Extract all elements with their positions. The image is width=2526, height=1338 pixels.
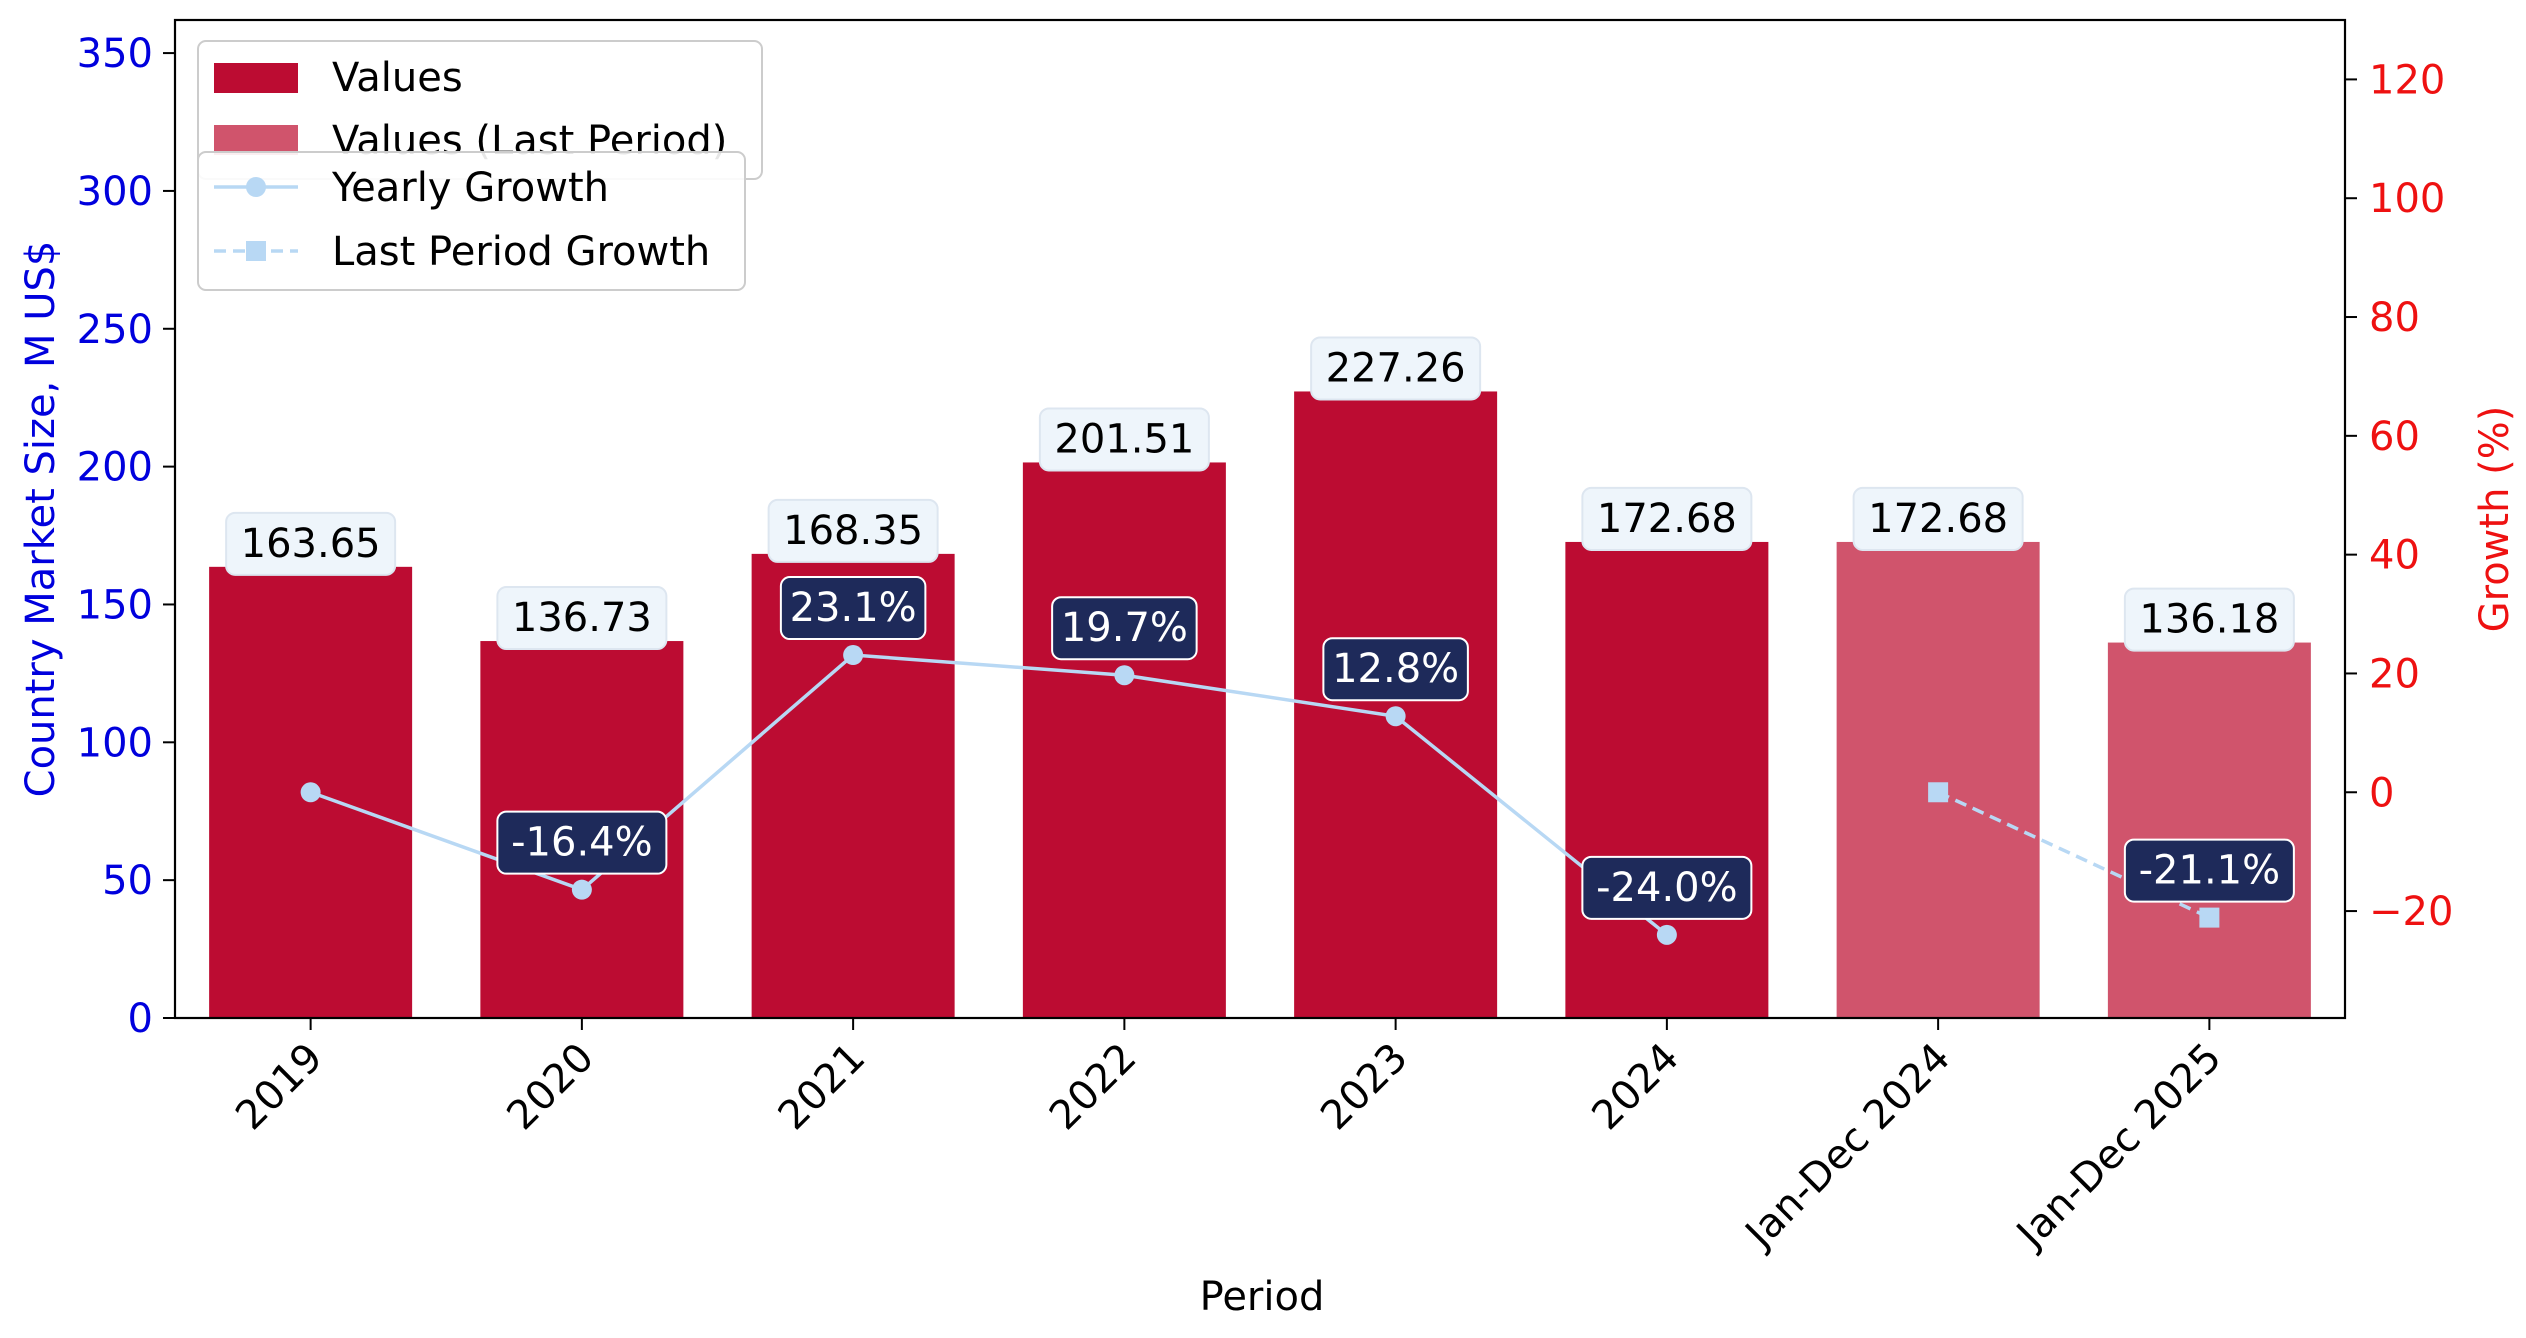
growth-label-5: -24.0% <box>1581 855 1753 920</box>
bar-value-label-6: 172.68 <box>1852 486 2024 551</box>
right-tick-label-1: 0 <box>2369 770 2394 816</box>
bar-value-label-7: 136.18 <box>2123 587 2295 652</box>
data-labels-layer: 163.65 136.73 168.35 201.51 227.26 172.68 172.… <box>225 336 2295 920</box>
legend-bars: Values Values (Last Period) <box>197 40 763 180</box>
bar-3 <box>1022 462 1226 1019</box>
x-tick-label-0: 2019 <box>227 1035 332 1140</box>
bar-value-label-5-text: 172.68 <box>1597 496 1737 542</box>
x-tick-label-5: 2024 <box>1583 1035 1688 1140</box>
legend-lines-frame <box>197 151 746 291</box>
growth-label-3-box <box>1051 596 1198 661</box>
bar-value-label-0: 163.65 <box>225 511 397 576</box>
bar-value-label-0-text: 163.65 <box>241 521 381 567</box>
x-tick-label-4: 2023 <box>1312 1035 1417 1140</box>
growth-label-3: 19.7% <box>1051 596 1198 661</box>
bar-value-label-1-text: 136.73 <box>512 595 652 641</box>
yearly-growth-marker-5 <box>1656 924 1677 945</box>
last-period-growth-marker-1 <box>2199 907 2220 928</box>
legend-label-values: Values <box>332 55 463 101</box>
growth-label-4-text: 12.8% <box>1332 646 1459 692</box>
left-tick-label-3: 150 <box>77 582 153 628</box>
yearly-growth-marker-0 <box>300 782 321 803</box>
bar-value-label-2-text: 168.35 <box>783 508 923 554</box>
bar-value-label-3-box <box>1038 407 1210 472</box>
right-tick-label-3: 40 <box>2369 533 2420 579</box>
growth-label-1-text: -16.4% <box>511 820 653 866</box>
bar-value-label-6-text: 172.68 <box>1868 496 2008 542</box>
bar-value-label-1-box <box>496 586 668 651</box>
right-tick-label-2: 20 <box>2369 651 2420 697</box>
growth-label-5-text: -24.0% <box>1596 865 1738 911</box>
bar-value-label-4-box <box>1310 336 1482 401</box>
left-tick-label-6: 300 <box>77 169 153 215</box>
growth-label-1-box <box>496 810 668 875</box>
legend-lines: Yearly Growth Last Period Growth <box>197 151 746 291</box>
growth-label-2-box <box>779 576 927 641</box>
growth-label-4-box <box>1322 637 1469 702</box>
x-tick-label-3: 2022 <box>1041 1035 1146 1140</box>
plot-frame <box>173 18 2347 1020</box>
right-tick-label-7: 120 <box>2369 57 2445 103</box>
bar-value-label-6-box <box>1852 486 2024 551</box>
bar-value-label-4: 227.26 <box>1310 336 1482 401</box>
legend-marker-yearly-growth <box>246 177 266 197</box>
bar-value-label-2-box <box>767 498 939 563</box>
growth-label-3-text: 19.7% <box>1061 605 1188 651</box>
legend-swatch-values <box>214 63 298 93</box>
growth-label-1: -16.4% <box>496 810 668 875</box>
bar-value-label-1: 136.73 <box>496 586 668 651</box>
right-tick-label-5: 80 <box>2369 295 2420 341</box>
yearly-growth-marker-3 <box>1114 665 1135 686</box>
bar-value-label-7-box <box>2123 587 2295 652</box>
bar-value-label-5: 172.68 <box>1581 486 1753 551</box>
bar-7 <box>2107 642 2311 1018</box>
bar-value-label-3: 201.51 <box>1038 407 1210 472</box>
left-tick-label-1: 50 <box>102 858 153 904</box>
left-tick-label-0: 0 <box>128 996 153 1042</box>
bar-value-label-3-text: 201.51 <box>1054 416 1194 462</box>
x-tick-label-2: 2021 <box>770 1035 875 1140</box>
bar-value-label-2: 168.35 <box>767 498 939 563</box>
left-tick-label-7: 350 <box>77 31 153 77</box>
x-tick-label-7: Jan-Dec 2025 <box>2006 1035 2230 1259</box>
left-tick-label-4: 200 <box>77 445 153 491</box>
left-tick-label-2: 100 <box>77 720 153 766</box>
growth-label-2: 23.1% <box>779 576 927 641</box>
legend-label-yearly-growth: Yearly Growth <box>331 165 609 211</box>
bar-value-label-4-text: 227.26 <box>1326 345 1466 391</box>
bar-5 <box>1565 541 1769 1018</box>
yearly-growth-marker-2 <box>843 645 864 666</box>
legend-marker-last-period-growth <box>246 241 266 261</box>
right-tick-label-4: 60 <box>2369 414 2420 460</box>
growth-label-7: -21.1% <box>2123 838 2295 903</box>
last-period-growth-marker-0 <box>1928 782 1949 803</box>
x-tick-label-6: Jan-Dec 2024 <box>1735 1035 1959 1259</box>
right-tick-label-0: −20 <box>2369 889 2453 935</box>
legend-swatch-values-last-period <box>214 125 298 155</box>
right-tick-label-6: 100 <box>2369 176 2445 222</box>
bar-value-label-0-box <box>225 511 397 576</box>
yearly-growth-marker-1 <box>571 879 592 900</box>
left-tick-label-5: 250 <box>77 307 153 353</box>
yearly-growth-marker-4 <box>1385 706 1406 727</box>
right-y-axis-title: Growth (%) <box>2472 406 2518 633</box>
growth-label-5-box <box>1581 855 1753 920</box>
bar-6 <box>1836 541 2040 1018</box>
left-y-axis-title: Country Market Size, M US$ <box>18 241 64 798</box>
legend-label-last-period-growth: Last Period Growth <box>332 229 710 275</box>
x-axis-title: Period <box>1200 1274 1325 1320</box>
x-tick-label-1: 2020 <box>498 1035 603 1140</box>
growth-label-4: 12.8% <box>1322 637 1469 702</box>
growth-label-2-text: 23.1% <box>790 585 917 631</box>
bar-value-label-5-box <box>1581 486 1753 551</box>
growth-label-7-text: -21.1% <box>2139 848 2281 894</box>
growth-label-7-box <box>2123 838 2295 903</box>
bar-value-label-7-text: 136.18 <box>2139 597 2279 643</box>
